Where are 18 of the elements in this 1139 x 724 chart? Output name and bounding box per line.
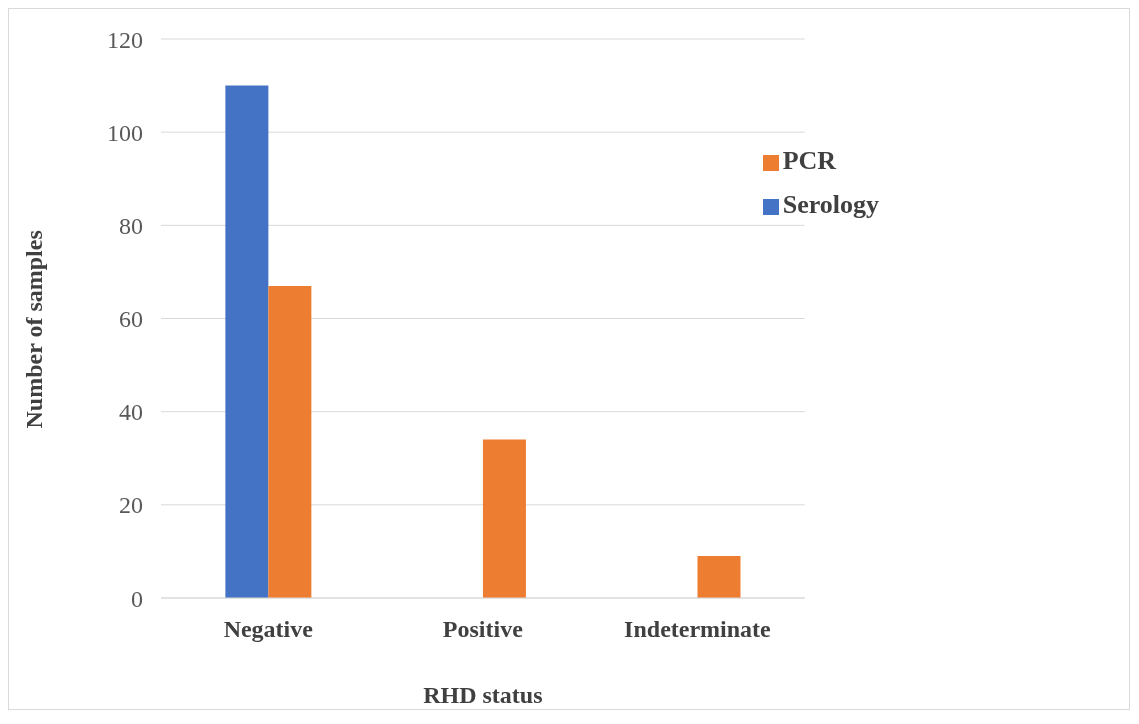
y-tick-label: 20 [119,492,143,519]
y-axis-title: Number of samples [20,230,47,429]
bar [697,556,741,598]
x-tick-label: Positive [442,616,524,643]
bar [268,285,312,598]
y-tick-label: 80 [119,212,143,239]
bar [482,439,526,598]
y-tick-label: 40 [119,399,143,426]
y-tick-label: 120 [107,26,143,53]
y-tick-label: 100 [107,119,143,146]
legend-label: Serology [782,190,879,219]
y-tick-label: 0 [131,585,143,612]
y-tick-label: 60 [119,306,143,333]
x-axis-title: RHD status [423,682,543,708]
legend-label: PCR [782,146,837,175]
x-tick-label: Negative [223,616,314,643]
bar [225,85,269,598]
x-tick-label: Indeterminate [624,616,772,643]
